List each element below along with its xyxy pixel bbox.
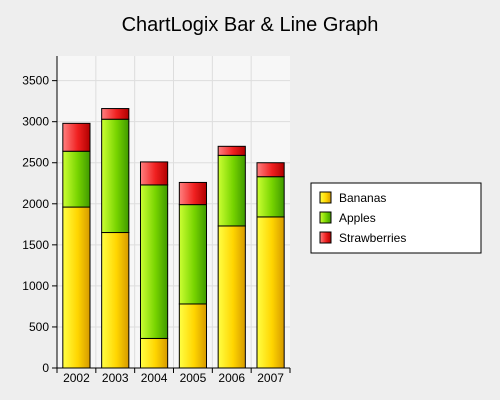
chart-title: ChartLogix Bar & Line Graph [121,14,379,36]
bar-strawberries-2006 [217,145,246,156]
bar-bananas-2007 [256,216,285,369]
x-tick-label: 2006 [218,371,245,385]
bars [62,108,285,369]
bar-apples-2003 [101,118,130,234]
bar-apples-2002 [62,150,91,208]
x-tick-label: 2002 [63,371,90,385]
legend-label-bananas: Bananas [339,191,386,205]
x-tick-label: 2005 [180,371,207,385]
x-tick-label: 2003 [102,371,129,385]
axes: 0 500 1000 1500 2000 2500 3000 3500 2002 2003 2004… [22,56,291,385]
legend-swatch-bananas [319,191,332,204]
bar-strawberries-2007 [256,162,285,178]
bar-apples-2004 [139,184,169,339]
y-tick-label: 1000 [22,279,49,293]
bar-bananas-2004 [139,337,169,369]
bar-bananas-2005 [178,303,208,369]
y-tick-label: 3500 [22,74,49,88]
y-tick-label: 500 [29,320,49,334]
x-tick-label: 2007 [257,371,284,385]
y-tick-label: 2000 [22,197,49,211]
y-tick-label: 0 [42,361,49,375]
x-tick-label: 2004 [141,371,168,385]
bar-strawberries-2002 [62,122,91,152]
y-tick-label: 1500 [22,238,49,252]
bar-apples-2007 [256,176,285,218]
grid-lines [57,56,290,368]
legend-box [310,182,482,254]
legend-swatch-strawberries [319,231,332,244]
legend-label-apples: Apples [339,211,376,225]
y-tick-label: 2500 [22,156,49,170]
bar-strawberries-2003 [101,108,130,120]
bar-bananas-2006 [217,225,246,369]
legend-swatch-apples [319,211,332,224]
bar-apples-2006 [217,154,246,227]
bar-strawberries-2005 [178,181,208,206]
bar-bananas-2002 [62,206,91,369]
y-tick-label: 3000 [22,115,49,129]
legend: Bananas Apples Strawberries [310,182,482,254]
bar-apples-2005 [178,204,208,305]
bar-bananas-2003 [101,232,130,369]
bar-strawberries-2004 [139,161,169,186]
legend-label-strawberries: Strawberries [339,231,406,245]
